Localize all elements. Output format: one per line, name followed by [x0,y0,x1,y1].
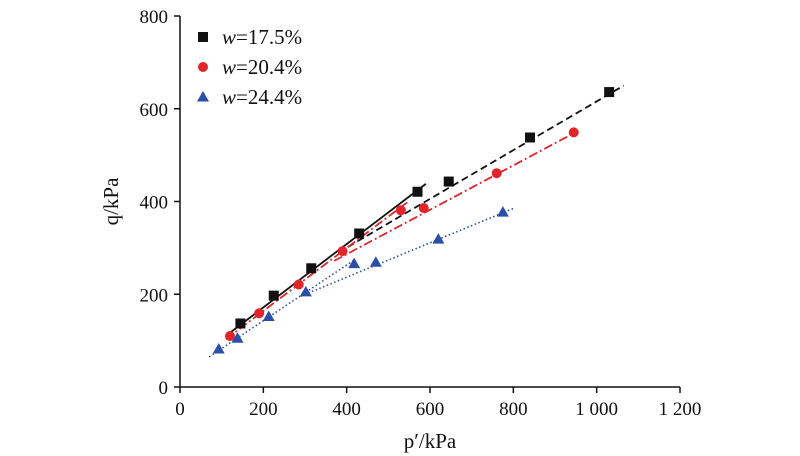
data-point-series-3 [262,310,275,322]
data-point-series-3 [432,233,445,244]
data-point-series-3 [369,256,382,267]
y-tick-label: 600 [140,100,169,121]
x-tick-label: 0 [175,399,185,420]
data-point-series-2 [395,205,406,216]
data-point-series-1 [604,87,615,98]
x-axis-label: p′/kPa [404,429,457,453]
fit-line-2-dashdot [333,130,579,262]
data-point-series-2 [491,168,502,179]
data-point-series-2 [568,127,579,138]
data-point-series-3 [496,206,509,217]
data-point-series-2 [293,279,304,290]
x-tick-label: 400 [332,399,361,420]
x-ticks: 0 200 400 600 800 1 000 1 200 [175,387,701,420]
legend-label-1: w=17.5% [222,25,302,49]
legend-marker-1 [198,32,208,42]
y-axis-label: q/kPa [99,177,123,226]
data-point-series-2 [225,330,235,341]
y-tick-label: 0 [159,378,169,399]
data-markers [212,87,615,354]
y-tick-label: 400 [140,193,169,214]
legend-label-2: w=20.4% [222,55,302,79]
fit-line-3-dotted [300,207,514,297]
x-tick-label: 1 200 [659,399,702,420]
legend-label-3: w=24.4% [222,85,302,109]
data-point-series-1 [268,290,279,301]
data-point-series-3 [299,285,312,297]
axes: 0 200 400 600 800 1 000 1 200 0 200 400 600 800 [140,7,702,420]
fit-line-3-dotted [208,258,356,358]
data-point-series-2 [337,246,348,257]
data-point-series-3 [348,257,361,269]
y-tick-label: 200 [140,285,169,306]
y-ticks: 0 200 400 600 800 [140,7,180,399]
legend-marker-3 [197,91,209,102]
data-point-series-1 [306,263,317,274]
data-point-series-1 [443,176,454,187]
x-tick-label: 800 [499,399,528,420]
data-point-series-3 [231,332,244,343]
x-tick-label: 200 [249,399,278,420]
y-tick-label: 800 [140,7,169,28]
fit-line-2-dashdot [225,201,408,340]
data-point-series-1 [235,318,246,329]
fit-line-1-solid [229,183,427,334]
legend: w=17.5% w=20.4% w=24.4% [197,25,302,109]
fit-line-1-dashed [337,84,625,254]
data-point-series-2 [254,308,265,319]
legend-marker-2 [198,62,208,72]
data-point-series-1 [412,186,423,197]
data-point-series-1 [525,132,535,143]
x-tick-label: 1 000 [575,399,618,420]
data-point-series-3 [212,342,225,354]
x-tick-label: 600 [416,399,445,420]
data-point-series-2 [418,202,429,213]
data-point-series-1 [354,228,365,239]
